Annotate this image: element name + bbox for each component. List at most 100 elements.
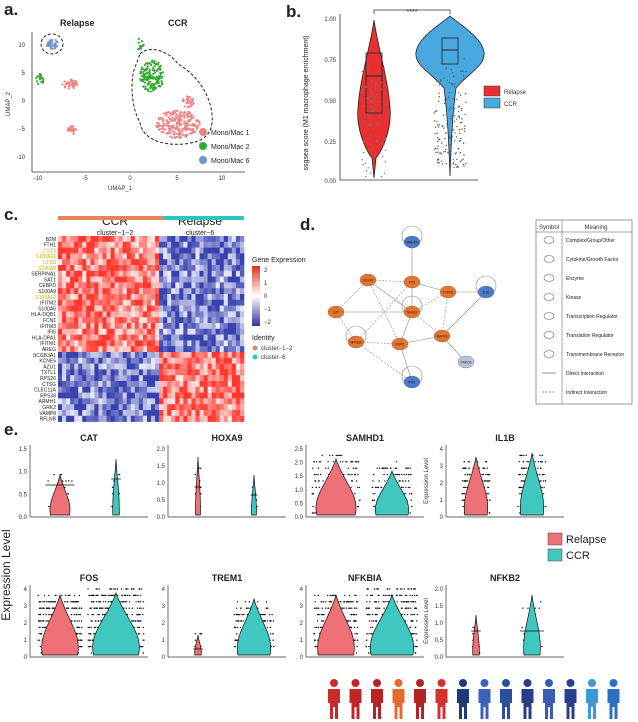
heatmap-cell xyxy=(70,352,75,359)
jitter-point xyxy=(378,115,380,117)
violin-point xyxy=(544,461,547,463)
heatmap-cell xyxy=(183,276,188,283)
violin-point xyxy=(142,607,144,609)
heatmap-cell xyxy=(138,410,144,417)
violin-point xyxy=(368,633,370,635)
heatmap-cell xyxy=(235,259,241,266)
jitter-point xyxy=(364,85,367,87)
violin-ytick: 0 xyxy=(162,655,166,661)
violin-point xyxy=(41,601,43,603)
heatmap-cell xyxy=(78,259,83,266)
heatmap-cell xyxy=(106,259,111,266)
jitter-point xyxy=(445,67,448,69)
heatmap-cell xyxy=(219,352,225,359)
legend-meaning-label: Direct Interaction xyxy=(566,371,604,377)
heatmap-cell xyxy=(122,311,128,318)
ssgsea-ytick: 0.00 xyxy=(324,179,336,185)
heatmap-cell xyxy=(215,352,221,359)
heatmap-cell xyxy=(195,276,200,283)
heatmap-cell xyxy=(70,386,75,393)
heatmap-cell xyxy=(179,410,184,417)
heatmap-cell xyxy=(227,346,233,353)
heatmap-cell xyxy=(211,241,216,248)
heatmap-cell xyxy=(163,363,168,370)
jitter-point xyxy=(462,158,464,160)
heatmap-cell xyxy=(122,369,128,376)
umap-point xyxy=(140,68,143,71)
heatmap-cell xyxy=(231,323,237,330)
violin-point xyxy=(484,467,486,469)
heatmap-cell xyxy=(78,375,83,382)
violin-point xyxy=(234,645,236,648)
violin-point xyxy=(414,652,417,654)
panel-letter-a: a. xyxy=(4,0,19,19)
heatmap-cell xyxy=(122,317,128,324)
violin-point xyxy=(138,601,140,603)
heatmap-cell xyxy=(146,328,152,335)
heatmap-cell xyxy=(179,288,184,295)
violin-point xyxy=(135,594,137,597)
ssgsea-ytick: 1.00 xyxy=(324,17,336,23)
jitter-point xyxy=(453,120,456,123)
jitter-point xyxy=(452,158,454,160)
violin-point xyxy=(77,639,80,641)
heatmap-cell xyxy=(231,270,237,277)
heatmap-cell xyxy=(98,381,103,388)
heatmap-cell xyxy=(203,253,208,260)
heatmap-cell xyxy=(199,236,204,243)
heatmap-cell xyxy=(163,334,168,341)
heatmap-cell xyxy=(155,334,160,341)
heatmap-cell xyxy=(175,352,180,359)
umap-point xyxy=(47,43,50,47)
heatmap-gene-label: S100A6 xyxy=(38,306,56,312)
violin-point xyxy=(41,620,43,622)
heatmap-cell xyxy=(98,270,103,277)
heatmap-cell xyxy=(82,392,87,399)
violin-point xyxy=(410,499,413,501)
jitter-point xyxy=(362,140,365,143)
heatmap-cell xyxy=(102,334,107,341)
heatmap-cell xyxy=(171,294,176,301)
heatmap-cell xyxy=(203,311,208,318)
heatmap-cell xyxy=(70,311,75,318)
heatmap-cell xyxy=(195,398,200,405)
jitter-point xyxy=(454,163,457,166)
heatmap-cell xyxy=(126,381,132,388)
person-icon xyxy=(349,679,362,719)
person-icon xyxy=(328,679,340,719)
violin-point xyxy=(52,601,54,603)
heatmap-cell xyxy=(58,386,63,393)
heatmap-cell xyxy=(74,299,79,306)
heatmap-cell xyxy=(155,241,160,248)
umap-point xyxy=(50,38,54,42)
heatmap-cell xyxy=(70,265,75,272)
umap-point xyxy=(148,80,152,83)
heatmap-cell xyxy=(199,299,204,306)
violin-point xyxy=(398,473,401,476)
violin-point xyxy=(233,626,236,629)
violin-ytick: 3 xyxy=(24,604,28,610)
violin-panel-ylabel: Expression Level xyxy=(424,458,430,504)
violin-point xyxy=(356,461,358,463)
heatmap-cell xyxy=(78,311,83,318)
heatmap-cell xyxy=(211,282,216,289)
umap-point xyxy=(160,77,163,80)
heatmap-cell xyxy=(146,410,152,417)
heatmap-cell xyxy=(159,323,164,330)
heatmap-cell xyxy=(126,311,132,318)
heatmap-cell xyxy=(175,265,180,272)
heatmap-cell xyxy=(227,386,233,393)
heatmap-cell xyxy=(66,305,71,312)
heatmap-cell xyxy=(151,404,156,411)
heatmap-cell xyxy=(211,415,216,422)
heatmap-cell xyxy=(146,241,152,248)
heatmap-cell xyxy=(151,288,156,295)
umap-point xyxy=(157,116,160,120)
umap-point xyxy=(52,44,55,47)
violin-point xyxy=(386,467,389,469)
heatmap-cell xyxy=(235,369,241,376)
heatmap-cell xyxy=(219,305,225,312)
violin-title: TREM1 xyxy=(212,573,243,583)
heatmap-cell xyxy=(231,410,237,417)
